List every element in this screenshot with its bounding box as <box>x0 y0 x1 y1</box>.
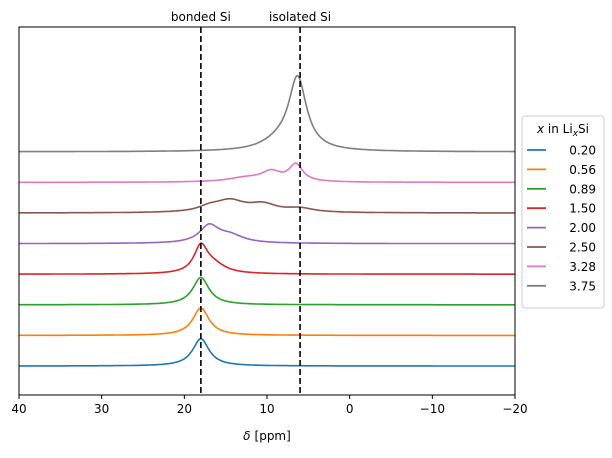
legend-label: 0.56 <box>569 163 596 177</box>
x-axis-unit: [ppm] <box>255 429 291 443</box>
legend-label: 3.75 <box>569 279 596 293</box>
legend: x in LixSi 0.200.560.891.502.002.503.283… <box>521 115 605 309</box>
series-line-1.50 <box>19 242 515 276</box>
x-tick-label: 10 <box>259 402 274 416</box>
legend-label: 0.20 <box>569 144 596 158</box>
series-line-3.75 <box>19 74 515 153</box>
x-tick-label: 20 <box>177 402 192 416</box>
vline-label: bonded Si <box>171 10 231 24</box>
x-tick-label: 30 <box>94 402 109 416</box>
series-line-2.50 <box>19 197 515 214</box>
series-line-0.89 <box>19 276 515 306</box>
series-line-0.20 <box>19 337 515 367</box>
legend-entries: 0.20 0.56 0.89 1.50 2.00 2.50 3.28 3.75 <box>527 144 596 293</box>
series-line-3.28 <box>19 162 515 184</box>
series-line-2.00 <box>19 223 515 245</box>
legend-label: 0.89 <box>569 182 596 196</box>
x-tick-label: 40 <box>11 402 26 416</box>
legend-title-sub: x <box>572 129 579 139</box>
legend-title-var: x <box>536 122 545 136</box>
x-axis-symbol: δ <box>243 429 250 443</box>
legend-title-end: Si <box>578 122 589 136</box>
x-axis-label: δ [ppm] <box>243 429 291 443</box>
series-line-0.56 <box>19 307 515 337</box>
legend-label: 2.50 <box>569 241 596 255</box>
plot-area <box>19 74 515 367</box>
legend-title-mid: in Li <box>544 122 573 136</box>
legend-label: 1.50 <box>569 202 596 216</box>
legend-title: x in LixSi <box>536 122 589 139</box>
x-tick-label: 0 <box>346 402 354 416</box>
x-tick-label: −10 <box>420 402 445 416</box>
legend-label: 2.00 <box>569 221 596 235</box>
legend-box <box>521 115 605 309</box>
vline-label: isolated Si <box>269 10 331 24</box>
x-axis: 40 30 20 10 0 −10 −20 <box>11 395 528 416</box>
vertical-markers: bonded Si isolated Si <box>171 10 331 395</box>
x-tick-label: −20 <box>502 402 527 416</box>
legend-label: 3.28 <box>569 260 596 274</box>
